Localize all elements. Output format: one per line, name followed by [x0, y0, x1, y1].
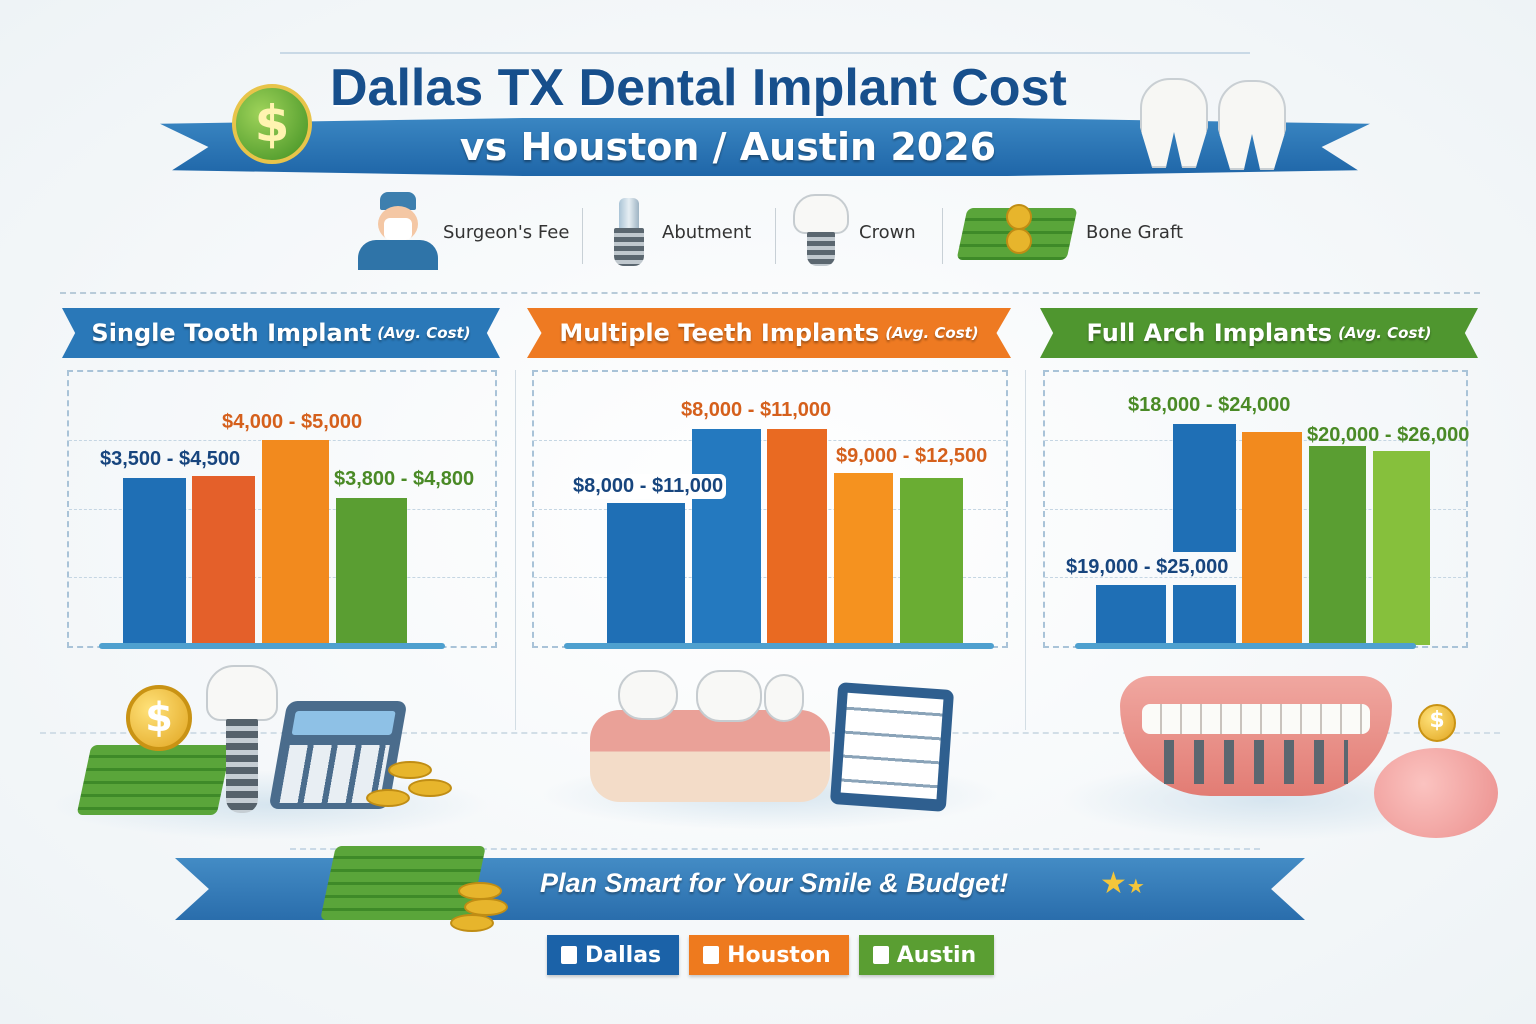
cash-icon	[76, 745, 232, 815]
divider	[515, 370, 516, 730]
bar	[1242, 432, 1302, 645]
abutment-icon	[612, 198, 646, 268]
divider	[942, 208, 943, 264]
divider	[775, 208, 776, 264]
divider	[582, 208, 583, 264]
legend: Dallas Houston Austin	[547, 935, 995, 975]
legend-swatch	[872, 946, 889, 964]
tooth-icon	[1140, 78, 1208, 168]
checklist-icon	[829, 682, 955, 812]
data-label: $9,000 - $12,500	[836, 445, 988, 467]
bar	[900, 478, 963, 645]
bar	[692, 429, 761, 645]
implant-screw-icon	[226, 719, 258, 813]
factor-label: Abutment	[662, 222, 752, 243]
panel-header-single: Single Tooth Implant (Avg. Cost)	[62, 308, 500, 358]
crown-icon	[206, 665, 278, 721]
data-label: $8,000 - $11,000	[681, 399, 832, 421]
multiple-implant-illustration	[590, 670, 970, 812]
data-label: $20,000 - $26,000	[1307, 424, 1470, 446]
gold-coin-icon: $	[126, 685, 192, 751]
bar	[192, 475, 255, 645]
crown-icon	[793, 194, 849, 268]
bar	[834, 473, 893, 645]
legend-label: Dallas	[585, 942, 662, 968]
baseline	[99, 643, 445, 649]
panel-header-full-arch: Full Arch Implants (Avg. Cost)	[1040, 308, 1478, 358]
chart-single-tooth	[67, 370, 497, 649]
baseline	[1075, 643, 1416, 649]
piggy-bank-icon	[1374, 748, 1498, 838]
data-label: $3,500 - $4,500	[100, 448, 241, 470]
divider	[280, 52, 1250, 54]
gold-coin-icon: $	[1418, 704, 1456, 742]
chart-title: Full Arch Implants	[1086, 319, 1333, 347]
single-implant-illustration: $	[76, 665, 468, 825]
full-arch-illustration: $	[1120, 660, 1510, 850]
chart-title-note: (Avg. Cost)	[1338, 324, 1432, 342]
legend-swatch	[561, 946, 577, 964]
legend-label: Houston	[727, 942, 831, 968]
bar	[607, 503, 685, 645]
bar	[767, 429, 827, 645]
page-title: Dallas TX Dental Implant Cost	[330, 59, 1067, 117]
bar	[1309, 445, 1366, 645]
money-icon	[956, 204, 1078, 264]
factor-label: Bone Graft	[1086, 222, 1184, 243]
chart-title: Single Tooth Implant	[91, 319, 372, 347]
bar	[336, 497, 407, 645]
cash-stack-icon	[318, 842, 518, 932]
chart-title-note: (Avg. Cost)	[885, 324, 979, 342]
divider	[290, 848, 1260, 850]
data-label: $8,000 - $11,000	[570, 474, 727, 499]
data-label: $19,000 - $25,000	[1066, 556, 1229, 578]
crown-icon	[764, 674, 804, 722]
chart-multiple-teeth	[532, 370, 1008, 649]
data-label: $3,800 - $4,800	[334, 468, 475, 490]
data-label: $4,000 - $5,000	[222, 411, 363, 433]
crown-icon	[696, 670, 762, 722]
chart-full-arch	[1043, 370, 1468, 649]
legend-swatch	[703, 946, 720, 964]
dollar-coin-icon: $	[232, 84, 312, 164]
panel-header-multiple: Multiple Teeth Implants (Avg. Cost)	[527, 308, 1011, 358]
bar-upper-segment	[1173, 423, 1236, 553]
baseline	[564, 643, 994, 649]
bar	[1173, 584, 1236, 645]
factor-label: Crown	[859, 222, 916, 243]
bar	[123, 478, 186, 645]
legend-item-austin: Austin	[858, 935, 995, 975]
legend-item-houston: Houston	[689, 935, 849, 975]
data-label: $18,000 - $24,000	[1128, 394, 1291, 416]
surgeon-icon	[358, 192, 438, 270]
stars-icon: ★★	[1100, 866, 1145, 901]
bar	[1373, 451, 1430, 645]
legend-label: Austin	[896, 942, 977, 968]
slogan: Plan Smart for Your Smile & Budget!	[540, 868, 1009, 898]
denture-icon	[1120, 676, 1392, 796]
divider	[60, 292, 1480, 294]
divider	[1025, 370, 1026, 730]
chart-title-note: (Avg. Cost)	[377, 324, 471, 342]
factor-label: Surgeon's Fee	[443, 222, 570, 243]
chart-title: Multiple Teeth Implants	[559, 319, 880, 347]
bar	[1096, 584, 1166, 645]
crown-icon	[618, 670, 678, 720]
gum-icon	[590, 710, 830, 802]
page-subtitle: vs Houston / Austin 2026	[459, 125, 997, 169]
legend-item-dallas: Dallas	[547, 935, 680, 975]
bar	[262, 440, 329, 645]
